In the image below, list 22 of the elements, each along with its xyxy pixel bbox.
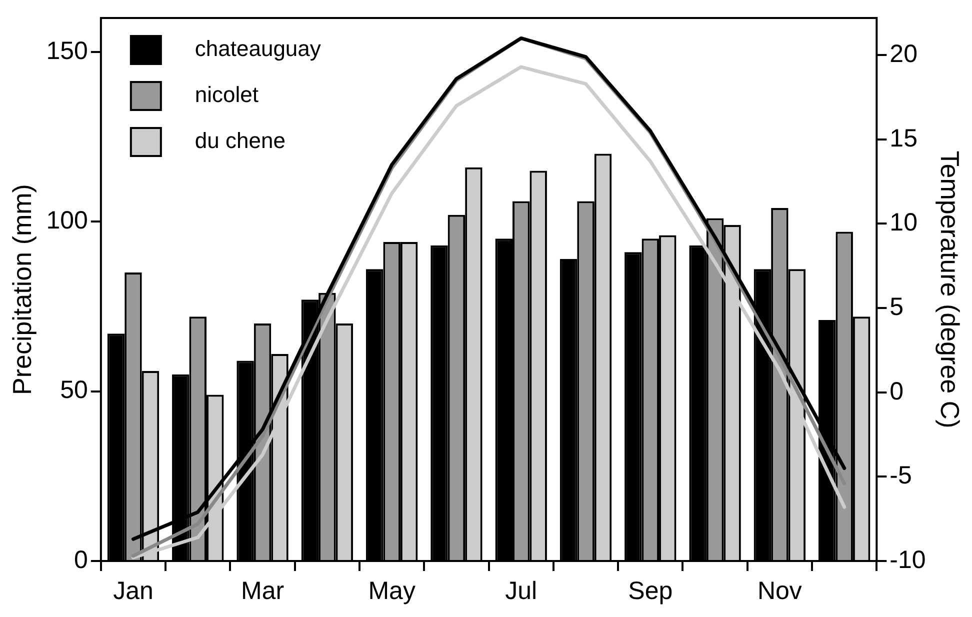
y-tick-label: 0 — [74, 546, 88, 574]
x-tick-label: Nov — [757, 576, 802, 605]
y2-axis-title: Temperature (degree C) — [935, 150, 966, 428]
x-tick-label: Sep — [628, 576, 673, 605]
x-tick-label: Mar — [240, 576, 284, 605]
y-tick-label: 100 — [46, 206, 88, 235]
y-tick-label: 150 — [46, 36, 88, 65]
y-axis-title: Precipitation (mm) — [6, 184, 37, 395]
y2-tick-label: -10 — [890, 546, 926, 574]
y2-tick-label: 10 — [890, 208, 918, 237]
x-tick-label: May — [368, 576, 416, 605]
y2-tick-label: 5 — [890, 292, 904, 321]
y2-tick-label: 20 — [890, 40, 918, 68]
legend-label: chateauguay — [194, 36, 321, 62]
y-tick-label: 50 — [60, 376, 88, 404]
y2-tick-label: -5 — [890, 462, 912, 490]
legend-label: du chene — [194, 128, 286, 154]
y2-tick-label: 0 — [890, 377, 904, 406]
legend-label: nicolet — [194, 82, 259, 108]
x-tick-label: Jan — [113, 576, 154, 605]
y2-tick-label: 15 — [890, 124, 918, 152]
x-tick-label: Jul — [505, 576, 538, 605]
